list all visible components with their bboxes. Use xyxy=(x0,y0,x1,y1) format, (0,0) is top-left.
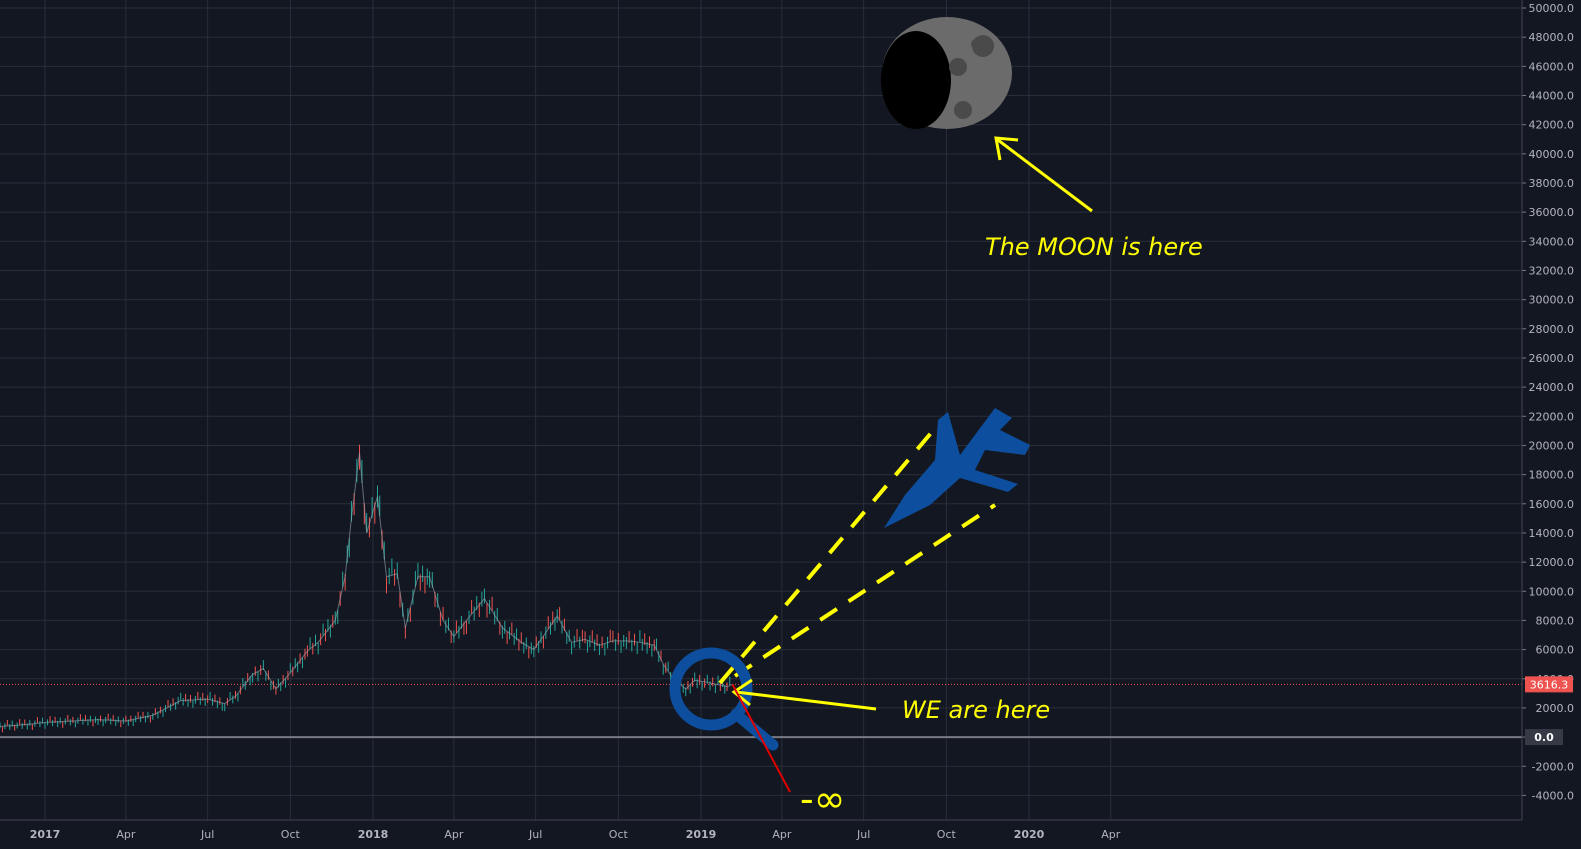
y-tick-label: 30000.0 xyxy=(1529,294,1575,307)
x-tick-label: 2020 xyxy=(1014,828,1045,841)
x-tick-label: Oct xyxy=(937,828,957,841)
y-tick-label: 26000.0 xyxy=(1529,352,1575,365)
x-tick-label: Oct xyxy=(609,828,629,841)
x-tick-label: 2018 xyxy=(358,828,389,841)
y-tick-label: 10000.0 xyxy=(1529,585,1575,598)
down-to-infinity-line xyxy=(731,683,791,793)
y-tick-label: 48000.0 xyxy=(1529,31,1575,44)
moon-crater xyxy=(949,58,967,76)
current-price-box xyxy=(1525,676,1573,693)
y-tick-label: 42000.0 xyxy=(1529,119,1575,132)
y-tick-label: 32000.0 xyxy=(1529,264,1575,277)
y-tick-label: 22000.0 xyxy=(1529,410,1575,423)
x-tick-label: Jul xyxy=(200,828,214,841)
y-tick-label: 28000.0 xyxy=(1529,323,1575,336)
we-are-here-label: WE are here xyxy=(902,696,1050,724)
magnifier-handle xyxy=(730,708,779,751)
moon-label: The MOON is here xyxy=(985,233,1203,261)
y-tick-label: -2000.0 xyxy=(1532,760,1574,773)
y-tick-label: 18000.0 xyxy=(1529,469,1575,482)
y-tick-label: 34000.0 xyxy=(1529,235,1575,248)
fighter-jet-icon xyxy=(884,408,1030,528)
x-tick-label: Oct xyxy=(281,828,301,841)
price-line xyxy=(0,452,733,727)
zero-marker-box xyxy=(1525,729,1563,746)
moon-crater xyxy=(954,101,972,119)
y-tick-label: 24000.0 xyxy=(1529,381,1575,394)
x-tick-label: Apr xyxy=(444,828,464,841)
y-tick-label: 20000.0 xyxy=(1529,439,1575,452)
y-tick-label: 44000.0 xyxy=(1529,89,1575,102)
price-series xyxy=(0,444,733,733)
trajectory-line-upper xyxy=(718,418,944,685)
x-tick-label: 2017 xyxy=(30,828,61,841)
y-tick-label: 46000.0 xyxy=(1529,60,1575,73)
y-tick-label: 8000.0 xyxy=(1536,614,1575,627)
y-tick-label: 40000.0 xyxy=(1529,148,1575,161)
moon-crater xyxy=(971,39,981,49)
y-tick-label: 6000.0 xyxy=(1536,644,1575,657)
x-tick-label: Apr xyxy=(116,828,136,841)
x-tick-label: 2019 xyxy=(686,828,717,841)
y-tick-label: 2000.0 xyxy=(1536,702,1575,715)
magnifier-icon xyxy=(669,647,753,731)
moon-arrow-shaft xyxy=(997,138,1093,213)
we-arrow-head xyxy=(731,678,753,707)
trajectory-line-lower xyxy=(733,503,997,678)
y-tick-label: -4000.0 xyxy=(1532,789,1574,802)
x-tick-label: Jul xyxy=(856,828,870,841)
y-tick-label: 14000.0 xyxy=(1529,527,1575,540)
y-tick-label: 16000.0 xyxy=(1529,498,1575,511)
we-arrow-shaft xyxy=(735,690,877,711)
x-tick-label: Jul xyxy=(528,828,542,841)
y-tick-label: 12000.0 xyxy=(1529,556,1575,569)
moon-arrow-head xyxy=(994,136,1019,161)
y-tick-label: 38000.0 xyxy=(1529,177,1575,190)
annotations: The MOON is here WE are here -∞ xyxy=(669,17,1203,821)
x-tick-label: Apr xyxy=(772,828,792,841)
minus-infinity-label: -∞ xyxy=(800,777,845,821)
y-tick-label: 36000.0 xyxy=(1529,206,1575,219)
y-tick-label: 50000.0 xyxy=(1529,2,1575,15)
zero-marker-label: 0.0 xyxy=(1534,731,1554,744)
moon-shadow xyxy=(881,31,951,129)
current-price-label: 3616.3 xyxy=(1530,678,1569,691)
x-tick-label: Apr xyxy=(1101,828,1121,841)
